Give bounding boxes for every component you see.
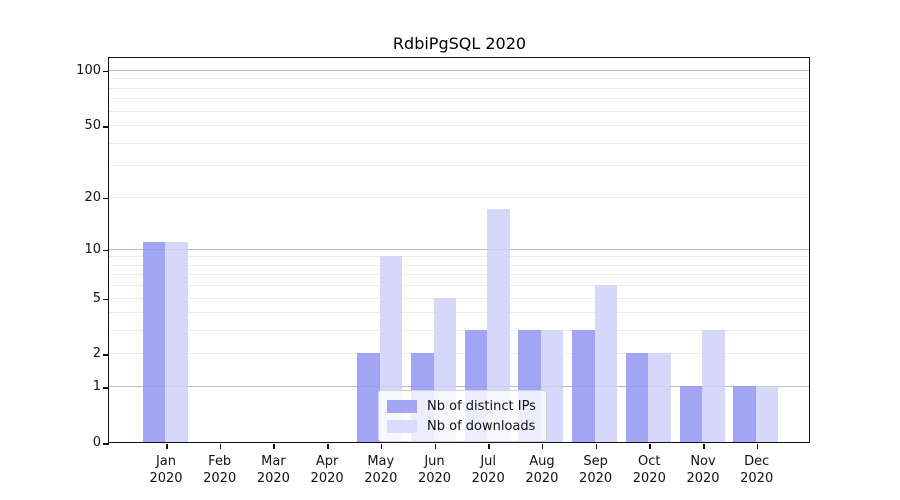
x-tick-label-month: Jun (424, 454, 445, 469)
x-tick-label-month: Dec (744, 454, 770, 469)
x-tick-label-year: 2020 (364, 471, 398, 486)
y-tick-mark (103, 443, 109, 445)
bar-distinct-ips (142, 241, 165, 442)
x-tick-mark (273, 444, 275, 449)
legend-label-distinct-ips: Nb of distinct IPs (427, 398, 536, 414)
x-tick-label-year: 2020 (203, 471, 237, 486)
x-tick-mark (380, 444, 383, 449)
gridline-minor (109, 312, 809, 314)
legend-item: Nb of downloads (387, 416, 536, 436)
gridline-minor (109, 256, 809, 258)
gridline-minor (109, 87, 809, 89)
gridline-minor (109, 297, 809, 299)
gridline-minor (109, 330, 809, 332)
x-tick-mark (166, 444, 168, 449)
plot-area: Nb of distinct IPs Nb of downloads (108, 57, 810, 443)
bar-downloads (755, 386, 779, 442)
x-tick-label-year: 2020 (525, 471, 559, 486)
x-tick-label-month: Jul (480, 454, 497, 469)
y-tick-label: 2 (92, 346, 101, 362)
x-tick-label-year: 2020 (149, 471, 183, 486)
gridline-minor (109, 165, 809, 167)
bar-distinct-ips (679, 386, 702, 442)
x-tick-label-year: 2020 (579, 471, 613, 486)
y-tick-label: 20 (84, 189, 101, 205)
gridline-minor (109, 264, 809, 266)
bar-downloads (702, 330, 725, 442)
x-tick-mark (488, 444, 490, 449)
x-tick-mark (541, 444, 544, 449)
y-tick-mark (103, 249, 109, 252)
y-tick-mark (103, 354, 109, 356)
x-tick-label-year: 2020 (471, 471, 505, 486)
x-tick-label-year: 2020 (417, 471, 452, 486)
gridline-major (109, 69, 809, 71)
y-tick-mark (103, 298, 109, 301)
x-tick-mark (703, 444, 705, 449)
gridline-minor (109, 125, 809, 127)
y-tick-label: 5 (92, 290, 101, 306)
x-tick-label-month: Aug (529, 454, 555, 469)
legend: Nb of distinct IPs Nb of downloads (378, 390, 547, 442)
gridline-minor (109, 98, 809, 100)
x-tick-label-month: Mar (261, 454, 286, 469)
x-tick-mark (595, 444, 598, 449)
y-tick-label: 10 (84, 241, 101, 257)
gridline-major (109, 386, 809, 388)
legend-label-downloads: Nb of downloads (427, 418, 536, 434)
gridline-minor (109, 353, 809, 355)
y-tick-mark (103, 387, 109, 389)
y-tick-label: 50 (84, 118, 101, 134)
x-tick-label-month: Oct (638, 454, 661, 469)
x-tick-label-year: 2020 (740, 471, 774, 486)
x-tick-mark (434, 444, 436, 449)
bar-distinct-ips (625, 353, 649, 442)
y-tick-label: 100 (76, 62, 101, 78)
x-tick-mark (327, 444, 329, 449)
x-tick-label-month: Sep (583, 454, 608, 469)
bar-distinct-ips (572, 330, 595, 442)
y-tick-mark (103, 70, 109, 73)
x-tick-mark (649, 444, 651, 449)
x-tick-label-year: 2020 (256, 471, 290, 486)
gridline-minor (109, 285, 809, 287)
y-tick-mark (103, 126, 109, 128)
bar-downloads (594, 285, 618, 442)
gridline-major (109, 248, 809, 250)
chart-title: RdbiPgSQL 2020 (392, 34, 527, 53)
y-tick-mark (103, 197, 109, 200)
legend-swatch-downloads (387, 419, 417, 433)
x-tick-mark (219, 444, 222, 449)
legend-swatch-distinct-ips (387, 399, 417, 413)
x-tick-label-year: 2020 (310, 471, 344, 486)
gridline-minor (109, 110, 809, 112)
x-tick-label-month: May (367, 454, 395, 469)
y-tick-label: 0 (92, 435, 101, 450)
gridline-minor (109, 78, 809, 80)
x-tick-label-year: 2020 (686, 471, 720, 486)
bar-downloads (648, 353, 671, 442)
x-tick-label-year: 2020 (632, 471, 666, 486)
x-tick-label-month: Jan (155, 454, 177, 469)
bar-downloads (165, 241, 188, 442)
y-tick-label: 1 (92, 379, 101, 395)
legend-item: Nb of distinct IPs (387, 396, 536, 416)
gridline-minor (109, 274, 809, 276)
bar-distinct-ips (733, 386, 756, 442)
x-tick-label-month: Feb (208, 454, 232, 469)
bar-distinct-ips (357, 353, 380, 442)
x-tick-label-month: Apr (315, 454, 339, 469)
bar-downloads (487, 209, 510, 442)
gridline-minor (109, 142, 809, 144)
x-tick-mark (756, 444, 759, 449)
x-tick-label-month: Nov (690, 454, 716, 469)
gridline-minor (109, 196, 809, 198)
